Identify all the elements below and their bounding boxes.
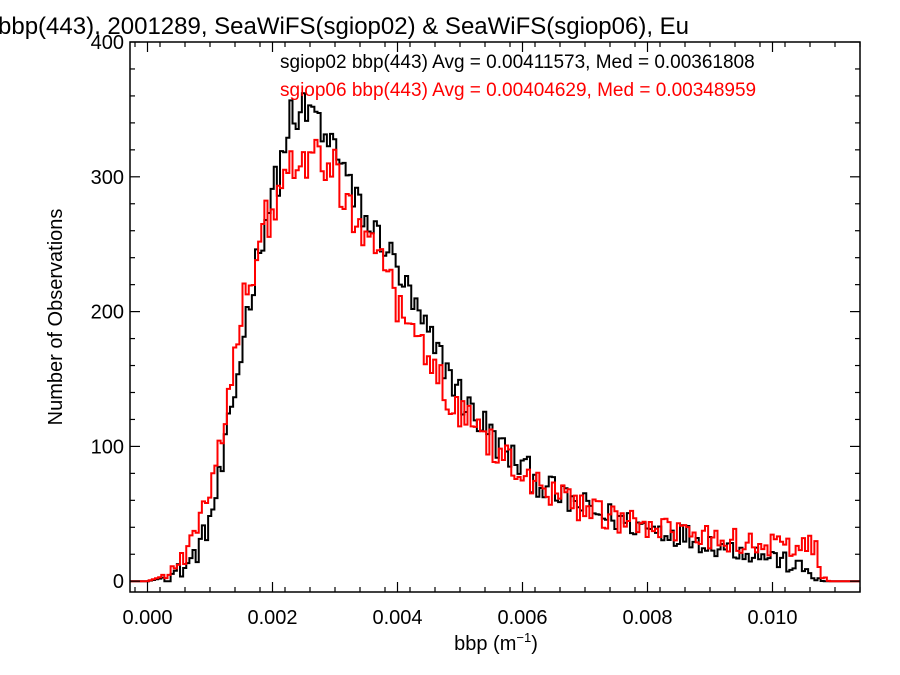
tick-labels-layer: 0.000 0.002 0.004 0.006 0.008 0.010 0 100 200 300… — [91, 32, 798, 629]
ticks-layer — [130, 41, 861, 592]
x-axis-title-superscript: −1 — [516, 630, 531, 645]
y-tick-label: 100 — [91, 436, 124, 458]
legend: sgiop02 bbp(443) Avg = 0.00411573, Med =… — [280, 52, 756, 101]
plot-frame — [129, 41, 861, 593]
x-tick-label: 0.004 — [372, 607, 422, 629]
x-axis-title-close: ) — [531, 633, 538, 655]
y-tick-label: 400 — [91, 32, 124, 54]
legend-entry-sgiop02: sgiop02 bbp(443) Avg = 0.00411573, Med =… — [280, 52, 755, 73]
y-tick-label: 200 — [91, 302, 124, 324]
y-axis-title: Number of Observations — [45, 209, 67, 426]
y-tick-label: 0 — [113, 571, 124, 593]
x-axis-title: bbp (m−1) — [454, 630, 538, 655]
x-tick-label: 0.006 — [497, 607, 547, 629]
x-axis-title-main: bbp (m — [454, 633, 516, 655]
series-line-sgiop06 — [130, 138, 860, 583]
x-tick-label: 0.000 — [122, 607, 172, 629]
legend-entry-sgiop06: sgiop06 bbp(443) Avg = 0.00404629, Med =… — [280, 80, 756, 101]
x-tick-label: 0.010 — [747, 607, 797, 629]
x-tick-label: 0.008 — [622, 607, 672, 629]
chart-title: bbp(443), 2001289, SeaWiFS(sgiop02) & Se… — [0, 13, 689, 40]
series-layer — [130, 92, 860, 583]
y-tick-label: 300 — [91, 167, 124, 189]
x-tick-label: 0.002 — [247, 607, 297, 629]
